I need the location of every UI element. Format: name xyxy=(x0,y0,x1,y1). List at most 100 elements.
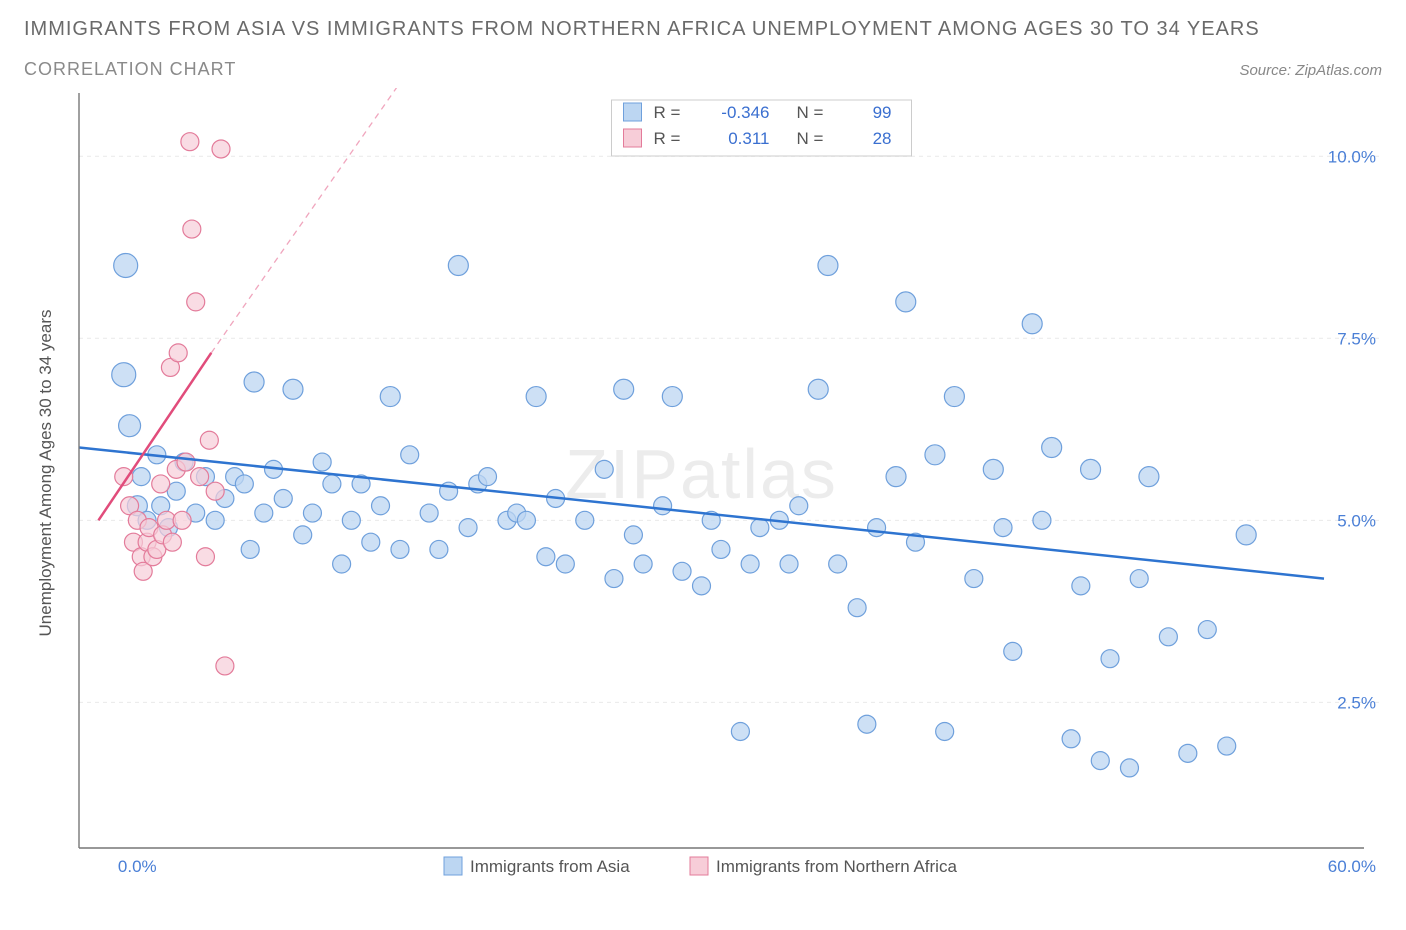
data-point xyxy=(868,519,886,537)
data-point xyxy=(1218,737,1236,755)
data-point xyxy=(1022,314,1042,334)
data-point xyxy=(673,562,691,580)
data-point xyxy=(1062,730,1080,748)
data-point xyxy=(925,445,945,465)
data-point xyxy=(212,140,230,158)
data-point xyxy=(936,722,954,740)
data-point xyxy=(333,555,351,573)
data-point xyxy=(848,599,866,617)
data-point xyxy=(1101,650,1119,668)
y-axis-label: Unemployment Among Ages 30 to 34 years xyxy=(36,310,55,637)
data-point xyxy=(741,555,759,573)
data-point xyxy=(255,504,273,522)
data-point xyxy=(994,519,1012,537)
data-point xyxy=(401,446,419,464)
data-point xyxy=(380,387,400,407)
data-point xyxy=(712,540,730,558)
legend-series-label: Immigrants from Northern Africa xyxy=(716,857,957,876)
data-point xyxy=(206,482,224,500)
data-point xyxy=(1042,438,1062,458)
data-point xyxy=(1033,511,1051,529)
data-point xyxy=(313,453,331,471)
scatter-chart: ZIPatlas2.5%5.0%7.5%10.0%0.0%60.0%Unempl… xyxy=(24,88,1382,888)
data-point xyxy=(634,555,652,573)
data-point xyxy=(173,511,191,529)
data-point xyxy=(556,555,574,573)
data-point xyxy=(1081,459,1101,479)
data-point xyxy=(731,722,749,740)
data-point xyxy=(244,372,264,392)
data-point xyxy=(829,555,847,573)
data-point xyxy=(1120,759,1138,777)
legend-swatch xyxy=(624,103,642,121)
legend-r-label: R = xyxy=(654,129,681,148)
legend-n-value: 99 xyxy=(873,103,892,122)
data-point xyxy=(576,511,594,529)
data-point xyxy=(235,475,253,493)
data-point xyxy=(391,540,409,558)
data-point xyxy=(808,379,828,399)
legend-r-value: -0.346 xyxy=(721,103,769,122)
legend-r-label: R = xyxy=(654,103,681,122)
legend-swatch xyxy=(690,857,708,875)
data-point xyxy=(372,497,390,515)
data-point xyxy=(459,519,477,537)
data-point xyxy=(624,526,642,544)
data-point xyxy=(177,453,195,471)
data-point xyxy=(241,540,259,558)
data-point xyxy=(654,497,672,515)
data-point xyxy=(448,255,468,275)
data-point xyxy=(517,511,535,529)
data-point xyxy=(200,431,218,449)
data-point xyxy=(662,387,682,407)
data-point xyxy=(169,344,187,362)
data-point xyxy=(751,519,769,537)
data-point xyxy=(614,379,634,399)
regression-extension xyxy=(211,88,409,353)
data-point xyxy=(1072,577,1090,595)
data-point xyxy=(342,511,360,529)
data-point xyxy=(163,533,181,551)
data-point xyxy=(780,555,798,573)
data-point xyxy=(119,415,141,437)
data-point xyxy=(537,548,555,566)
data-point xyxy=(965,570,983,588)
legend-r-value: 0.311 xyxy=(728,129,769,148)
legend-swatch xyxy=(444,857,462,875)
data-point xyxy=(595,460,613,478)
data-point xyxy=(1159,628,1177,646)
data-point xyxy=(1139,467,1159,487)
data-point xyxy=(1130,570,1148,588)
data-point xyxy=(274,489,292,507)
data-point xyxy=(886,467,906,487)
data-point xyxy=(303,504,321,522)
data-point xyxy=(323,475,341,493)
data-point xyxy=(818,255,838,275)
data-point xyxy=(1198,621,1216,639)
chart-title: IMMIGRANTS FROM ASIA VS IMMIGRANTS FROM … xyxy=(24,18,1382,41)
legend-swatch xyxy=(624,129,642,147)
legend-series-label: Immigrants from Asia xyxy=(470,857,630,876)
data-point xyxy=(1179,744,1197,762)
data-point xyxy=(181,133,199,151)
data-point xyxy=(283,379,303,399)
data-point xyxy=(479,468,497,486)
data-point xyxy=(191,468,209,486)
y-tick-label: 10.0% xyxy=(1328,147,1376,166)
data-point xyxy=(944,387,964,407)
chart-area: ZIPatlas2.5%5.0%7.5%10.0%0.0%60.0%Unempl… xyxy=(24,88,1382,888)
y-tick-label: 2.5% xyxy=(1337,693,1376,712)
legend-n-label: N = xyxy=(797,103,824,122)
data-point xyxy=(420,504,438,522)
legend-n-label: N = xyxy=(797,129,824,148)
data-point xyxy=(858,715,876,733)
data-point xyxy=(216,657,234,675)
data-point xyxy=(605,570,623,588)
data-point xyxy=(112,363,136,387)
chart-source: Source: ZipAtlas.com xyxy=(1239,62,1382,79)
data-point xyxy=(1236,525,1256,545)
data-point xyxy=(362,533,380,551)
data-point xyxy=(526,387,546,407)
chart-subtitle: CORRELATION CHART xyxy=(24,59,236,80)
data-point xyxy=(983,459,1003,479)
